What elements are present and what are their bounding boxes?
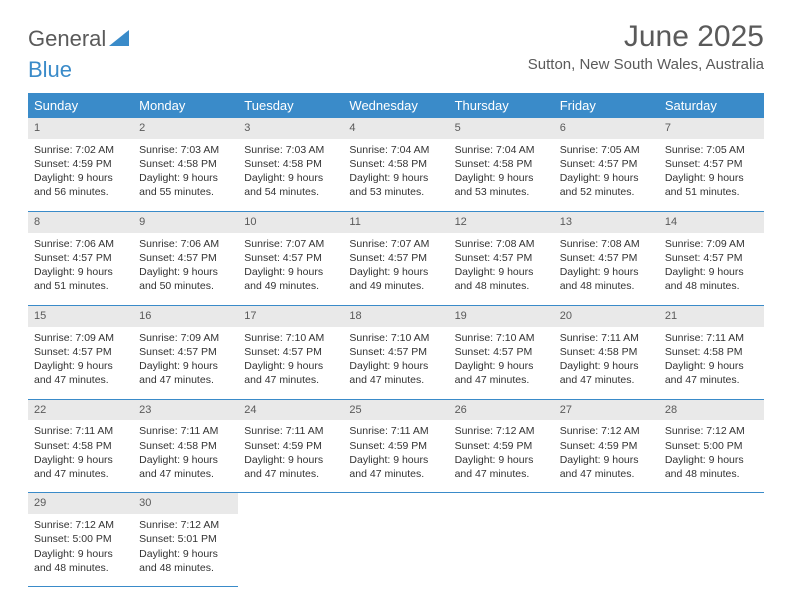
day-cell: Sunrise: 7:11 AMSunset: 4:58 PMDaylight:… bbox=[554, 327, 659, 400]
daynum-row: 15161718192021 bbox=[28, 305, 764, 326]
day-cell: Sunrise: 7:11 AMSunset: 4:58 PMDaylight:… bbox=[133, 420, 238, 493]
day-cell: Sunrise: 7:11 AMSunset: 4:59 PMDaylight:… bbox=[343, 420, 448, 493]
day-cell: Sunrise: 7:03 AMSunset: 4:58 PMDaylight:… bbox=[238, 139, 343, 212]
day-number: 16 bbox=[133, 305, 238, 326]
day-cell: Sunrise: 7:09 AMSunset: 4:57 PMDaylight:… bbox=[28, 327, 133, 400]
day-cell: Sunrise: 7:04 AMSunset: 4:58 PMDaylight:… bbox=[343, 139, 448, 212]
day-cell: Sunrise: 7:11 AMSunset: 4:58 PMDaylight:… bbox=[659, 327, 764, 400]
day-cell: Sunrise: 7:04 AMSunset: 4:58 PMDaylight:… bbox=[449, 139, 554, 212]
day-cell: Sunrise: 7:12 AMSunset: 5:00 PMDaylight:… bbox=[28, 514, 133, 587]
logo-text-1: General bbox=[28, 26, 106, 52]
day-number: 5 bbox=[449, 118, 554, 139]
weekday-header: Sunday bbox=[28, 93, 133, 118]
day-number: 4 bbox=[343, 118, 448, 139]
weekday-header-row: Sunday Monday Tuesday Wednesday Thursday… bbox=[28, 93, 764, 118]
content-row: Sunrise: 7:09 AMSunset: 4:57 PMDaylight:… bbox=[28, 327, 764, 400]
day-cell: Sunrise: 7:07 AMSunset: 4:57 PMDaylight:… bbox=[238, 233, 343, 306]
content-row: Sunrise: 7:12 AMSunset: 5:00 PMDaylight:… bbox=[28, 514, 764, 587]
day-number: 23 bbox=[133, 399, 238, 420]
weekday-header: Thursday bbox=[449, 93, 554, 118]
day-cell bbox=[659, 514, 764, 587]
day-number: 14 bbox=[659, 211, 764, 232]
logo-text-2: Blue bbox=[28, 57, 72, 82]
day-number bbox=[343, 493, 448, 514]
day-number: 22 bbox=[28, 399, 133, 420]
day-number: 21 bbox=[659, 305, 764, 326]
day-number: 10 bbox=[238, 211, 343, 232]
day-cell: Sunrise: 7:06 AMSunset: 4:57 PMDaylight:… bbox=[28, 233, 133, 306]
day-cell: Sunrise: 7:11 AMSunset: 4:59 PMDaylight:… bbox=[238, 420, 343, 493]
weekday-header: Friday bbox=[554, 93, 659, 118]
day-cell: Sunrise: 7:10 AMSunset: 4:57 PMDaylight:… bbox=[238, 327, 343, 400]
day-number: 3 bbox=[238, 118, 343, 139]
day-number: 9 bbox=[133, 211, 238, 232]
content-row: Sunrise: 7:11 AMSunset: 4:58 PMDaylight:… bbox=[28, 420, 764, 493]
day-number: 18 bbox=[343, 305, 448, 326]
day-cell: Sunrise: 7:10 AMSunset: 4:57 PMDaylight:… bbox=[449, 327, 554, 400]
daynum-row: 22232425262728 bbox=[28, 399, 764, 420]
day-cell: Sunrise: 7:09 AMSunset: 4:57 PMDaylight:… bbox=[133, 327, 238, 400]
day-number: 26 bbox=[449, 399, 554, 420]
day-number: 19 bbox=[449, 305, 554, 326]
day-cell: Sunrise: 7:08 AMSunset: 4:57 PMDaylight:… bbox=[554, 233, 659, 306]
calendar-table: Sunday Monday Tuesday Wednesday Thursday… bbox=[28, 93, 764, 587]
day-cell: Sunrise: 7:05 AMSunset: 4:57 PMDaylight:… bbox=[659, 139, 764, 212]
day-cell bbox=[343, 514, 448, 587]
day-cell bbox=[238, 514, 343, 587]
day-number: 17 bbox=[238, 305, 343, 326]
day-number bbox=[659, 493, 764, 514]
day-number: 7 bbox=[659, 118, 764, 139]
day-cell bbox=[554, 514, 659, 587]
daynum-row: 2930 bbox=[28, 493, 764, 514]
day-cell: Sunrise: 7:12 AMSunset: 4:59 PMDaylight:… bbox=[554, 420, 659, 493]
day-cell: Sunrise: 7:12 AMSunset: 4:59 PMDaylight:… bbox=[449, 420, 554, 493]
day-number: 12 bbox=[449, 211, 554, 232]
day-cell: Sunrise: 7:10 AMSunset: 4:57 PMDaylight:… bbox=[343, 327, 448, 400]
day-number: 8 bbox=[28, 211, 133, 232]
day-number: 25 bbox=[343, 399, 448, 420]
day-number bbox=[449, 493, 554, 514]
calendar-page: General June 2025 Sutton, New South Wale… bbox=[0, 0, 792, 607]
day-number: 2 bbox=[133, 118, 238, 139]
day-number: 20 bbox=[554, 305, 659, 326]
day-cell: Sunrise: 7:07 AMSunset: 4:57 PMDaylight:… bbox=[343, 233, 448, 306]
calendar-body: 1234567Sunrise: 7:02 AMSunset: 4:59 PMDa… bbox=[28, 118, 764, 587]
weekday-header: Tuesday bbox=[238, 93, 343, 118]
day-cell: Sunrise: 7:03 AMSunset: 4:58 PMDaylight:… bbox=[133, 139, 238, 212]
day-number bbox=[554, 493, 659, 514]
day-number: 11 bbox=[343, 211, 448, 232]
weekday-header: Saturday bbox=[659, 93, 764, 118]
day-number: 6 bbox=[554, 118, 659, 139]
content-row: Sunrise: 7:02 AMSunset: 4:59 PMDaylight:… bbox=[28, 139, 764, 212]
daynum-row: 1234567 bbox=[28, 118, 764, 139]
day-number: 13 bbox=[554, 211, 659, 232]
day-number: 1 bbox=[28, 118, 133, 139]
day-number: 29 bbox=[28, 493, 133, 514]
weekday-header: Monday bbox=[133, 93, 238, 118]
day-number: 27 bbox=[554, 399, 659, 420]
day-cell: Sunrise: 7:12 AMSunset: 5:00 PMDaylight:… bbox=[659, 420, 764, 493]
day-cell: Sunrise: 7:06 AMSunset: 4:57 PMDaylight:… bbox=[133, 233, 238, 306]
day-cell: Sunrise: 7:12 AMSunset: 5:01 PMDaylight:… bbox=[133, 514, 238, 587]
content-row: Sunrise: 7:06 AMSunset: 4:57 PMDaylight:… bbox=[28, 233, 764, 306]
day-cell: Sunrise: 7:08 AMSunset: 4:57 PMDaylight:… bbox=[449, 233, 554, 306]
weekday-header: Wednesday bbox=[343, 93, 448, 118]
logo-sail-icon bbox=[109, 26, 129, 52]
day-number: 28 bbox=[659, 399, 764, 420]
day-cell: Sunrise: 7:09 AMSunset: 4:57 PMDaylight:… bbox=[659, 233, 764, 306]
day-cell bbox=[449, 514, 554, 587]
day-cell: Sunrise: 7:05 AMSunset: 4:57 PMDaylight:… bbox=[554, 139, 659, 212]
logo: General bbox=[28, 26, 129, 52]
daynum-row: 891011121314 bbox=[28, 211, 764, 232]
day-cell: Sunrise: 7:11 AMSunset: 4:58 PMDaylight:… bbox=[28, 420, 133, 493]
day-number: 24 bbox=[238, 399, 343, 420]
day-number: 30 bbox=[133, 493, 238, 514]
day-cell: Sunrise: 7:02 AMSunset: 4:59 PMDaylight:… bbox=[28, 139, 133, 212]
page-title: June 2025 bbox=[528, 20, 764, 54]
day-number: 15 bbox=[28, 305, 133, 326]
day-number bbox=[238, 493, 343, 514]
